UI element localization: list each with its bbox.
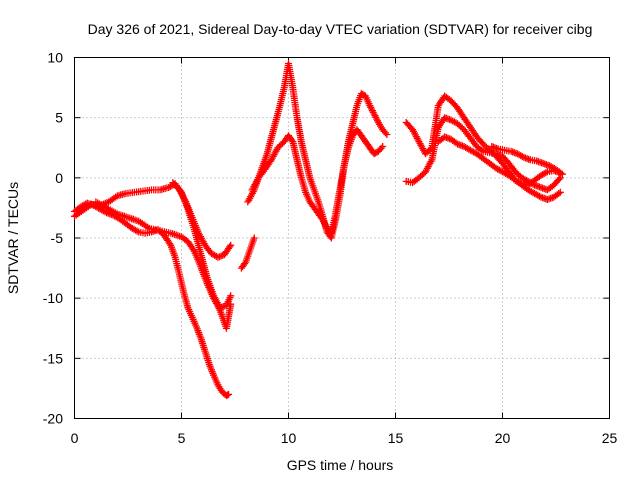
data-point-markers [169,179,235,261]
series-arc-3 [92,198,235,332]
chart-title: Day 326 of 2021, Sidereal Day-to-day VTE… [88,21,593,37]
data-point-markers [402,114,564,194]
y-tick-label: -15 [43,350,63,366]
series-arc-7 [248,126,387,237]
data-point-markers [237,234,258,272]
x-tick-label: 0 [71,430,79,446]
axis-ticks: 0 5 10 15 20 25 -20 -15 -10 -5 0 5 10 [43,50,618,447]
x-tick-label: 25 [602,430,618,446]
data-point-markers [92,198,235,332]
grid [74,57,610,419]
x-tick-label: 15 [388,430,404,446]
x-tick-label: 5 [178,430,186,446]
data-point-markers [488,143,566,178]
data-point-markers [248,126,387,237]
y-tick-label: 5 [55,110,63,126]
series-arc-9 [402,114,564,194]
y-axis-label: SDTVAR / TECUs [5,182,21,294]
data-points [71,60,566,400]
series-arc-11 [488,143,566,178]
x-axis-label: GPS time / hours [287,457,394,473]
y-tick-label: 10 [47,50,63,66]
y-tick-label: -10 [43,290,63,306]
series-arc-5 [237,234,258,272]
x-tick-label: 20 [495,430,511,446]
y-tick-label: 0 [55,170,63,186]
series-arc-10 [434,133,564,189]
x-tick-label: 10 [281,430,297,446]
data-point-markers [434,133,564,189]
y-tick-label: -20 [43,411,63,427]
y-tick-label: -5 [51,230,64,246]
series-arc-4 [169,179,235,261]
